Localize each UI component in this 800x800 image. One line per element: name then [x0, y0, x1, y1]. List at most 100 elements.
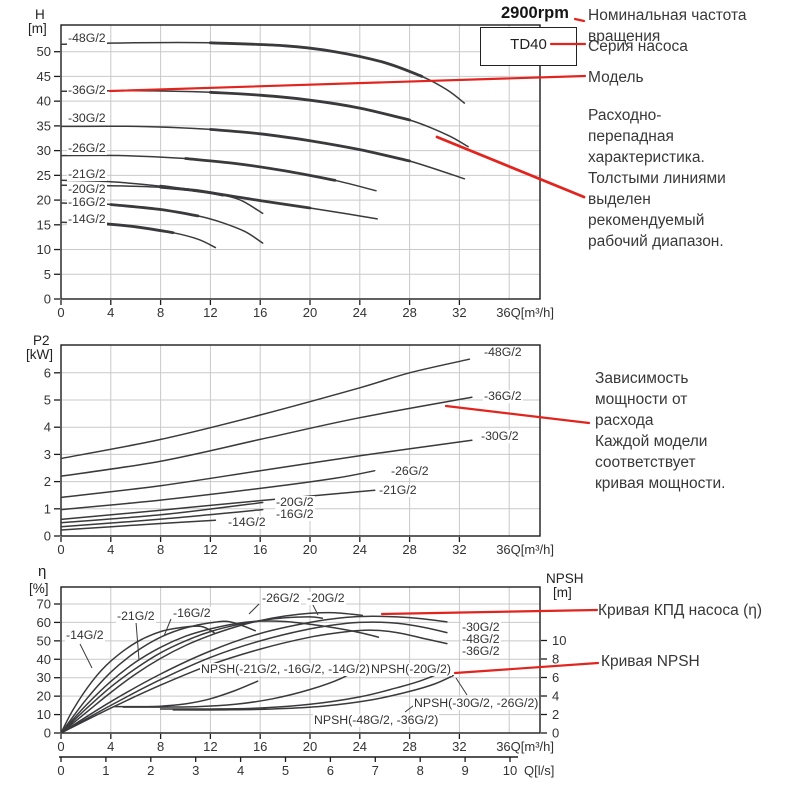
svg-text:0: 0 — [57, 739, 64, 754]
svg-text:28: 28 — [402, 305, 416, 320]
svg-text:20: 20 — [303, 739, 317, 754]
svg-text:10: 10 — [37, 242, 51, 257]
svg-text:24: 24 — [353, 739, 367, 754]
svg-text:32: 32 — [452, 542, 466, 557]
svg-text:4: 4 — [552, 689, 559, 704]
curve--36G/2 — [60, 396, 473, 477]
svg-text:16: 16 — [253, 305, 267, 320]
curve-eta-14G/2 — [60, 625, 215, 734]
svg-text:2: 2 — [147, 763, 154, 778]
curve-thick--30G/2 — [209, 128, 411, 163]
svg-text:45: 45 — [37, 69, 51, 84]
svg-text:8: 8 — [157, 305, 164, 320]
svg-text:10: 10 — [503, 763, 517, 778]
svg-text:0: 0 — [44, 529, 51, 544]
svg-text:0: 0 — [44, 292, 51, 307]
svg-text:3: 3 — [192, 763, 199, 778]
svg-text:6: 6 — [44, 365, 51, 380]
head-axis-title: H — [35, 7, 45, 22]
svg-text:12: 12 — [203, 542, 217, 557]
svg-text:60: 60 — [37, 615, 51, 630]
curve-eta-21G/2 — [60, 620, 380, 734]
svg-text:6: 6 — [552, 670, 559, 685]
curve-npsh-48-36 — [172, 674, 454, 711]
svg-text:4: 4 — [107, 542, 114, 557]
svg-text:8: 8 — [157, 739, 164, 754]
npsh-axis-title: NPSH — [546, 571, 584, 586]
red-pointer-line-5 — [380, 608, 599, 616]
curve-npsh-20 — [122, 663, 367, 708]
svg-text:1: 1 — [102, 763, 109, 778]
svg-text:4: 4 — [107, 739, 114, 754]
curve-eta-36G/2 — [60, 629, 448, 734]
curve-thick--16G/2 — [109, 203, 200, 218]
svg-text:32: 32 — [452, 739, 466, 754]
efficiency-axis-title: η — [38, 563, 47, 580]
curve-thick--26G/2 — [184, 157, 337, 182]
svg-text:20: 20 — [303, 542, 317, 557]
svg-text:50: 50 — [37, 633, 51, 648]
svg-text:12: 12 — [203, 739, 217, 754]
label-leader — [455, 677, 468, 696]
svg-text:70: 70 — [37, 596, 51, 611]
svg-text:8: 8 — [417, 763, 424, 778]
model-note: Модель — [588, 69, 644, 86]
svg-text:28: 28 — [402, 542, 416, 557]
label-leader — [135, 621, 140, 661]
svg-text:24: 24 — [353, 305, 367, 320]
svg-text:0: 0 — [44, 726, 51, 741]
power-axis-title: P2 — [33, 333, 50, 348]
svg-text:40: 40 — [37, 94, 51, 109]
efficiency-note: Кривая КПД насоса (η) — [598, 602, 763, 619]
pump-series-box: TD40 — [480, 27, 577, 66]
head-axis-unit: [m] — [28, 21, 47, 36]
svg-text:0: 0 — [552, 726, 559, 741]
curve--14G/2 — [60, 519, 217, 531]
svg-text:35: 35 — [37, 118, 51, 133]
curve-eta-16G/2 — [60, 620, 256, 734]
svg-text:6: 6 — [327, 763, 334, 778]
curve--20G/2 — [60, 501, 264, 524]
svg-text:2: 2 — [552, 707, 559, 722]
power-note: Зависимость мощности от расхода Каждой м… — [595, 370, 726, 492]
svg-text:4: 4 — [44, 420, 51, 435]
red-pointer-line-4 — [444, 404, 591, 425]
svg-text:36Q[m³/h]: 36Q[m³/h] — [496, 739, 554, 754]
svg-text:50: 50 — [37, 44, 51, 59]
svg-text:36Q[m³/h]: 36Q[m³/h] — [496, 305, 554, 320]
svg-text:40: 40 — [37, 652, 51, 667]
svg-text:5: 5 — [44, 267, 51, 282]
red-pointer-line-6 — [453, 661, 600, 675]
svg-text:9: 9 — [461, 763, 468, 778]
svg-text:10: 10 — [37, 707, 51, 722]
curve-thick--48G/2 — [209, 41, 424, 78]
red-pointer-line-2 — [108, 74, 587, 93]
curve--30G/2 — [60, 439, 473, 499]
svg-text:7: 7 — [372, 763, 379, 778]
curve-eta-20G/2 — [60, 616, 324, 734]
label-leader — [79, 643, 93, 669]
rpm-value: 2900rpm — [501, 4, 569, 22]
series-note: Серия насоса — [588, 38, 688, 55]
svg-text:20: 20 — [37, 193, 51, 208]
label-leader — [163, 618, 172, 637]
svg-text:15: 15 — [37, 217, 51, 232]
svg-text:16: 16 — [253, 542, 267, 557]
svg-text:4: 4 — [107, 305, 114, 320]
svg-text:8: 8 — [552, 652, 559, 667]
svg-text:8: 8 — [157, 542, 164, 557]
svg-text:30: 30 — [37, 670, 51, 685]
svg-text:24: 24 — [353, 542, 367, 557]
svg-text:20: 20 — [303, 305, 317, 320]
curve-eta-26G/2 — [60, 611, 364, 734]
svg-text:0: 0 — [57, 763, 64, 778]
curve--21G/2 — [60, 489, 376, 521]
svg-text:25: 25 — [37, 168, 51, 183]
curve-thick--36G/2 — [209, 90, 411, 122]
svg-text:2: 2 — [44, 474, 51, 489]
svg-text:28: 28 — [402, 739, 416, 754]
svg-text:5: 5 — [44, 393, 51, 408]
npsh-axis-unit: [m] — [553, 585, 572, 600]
